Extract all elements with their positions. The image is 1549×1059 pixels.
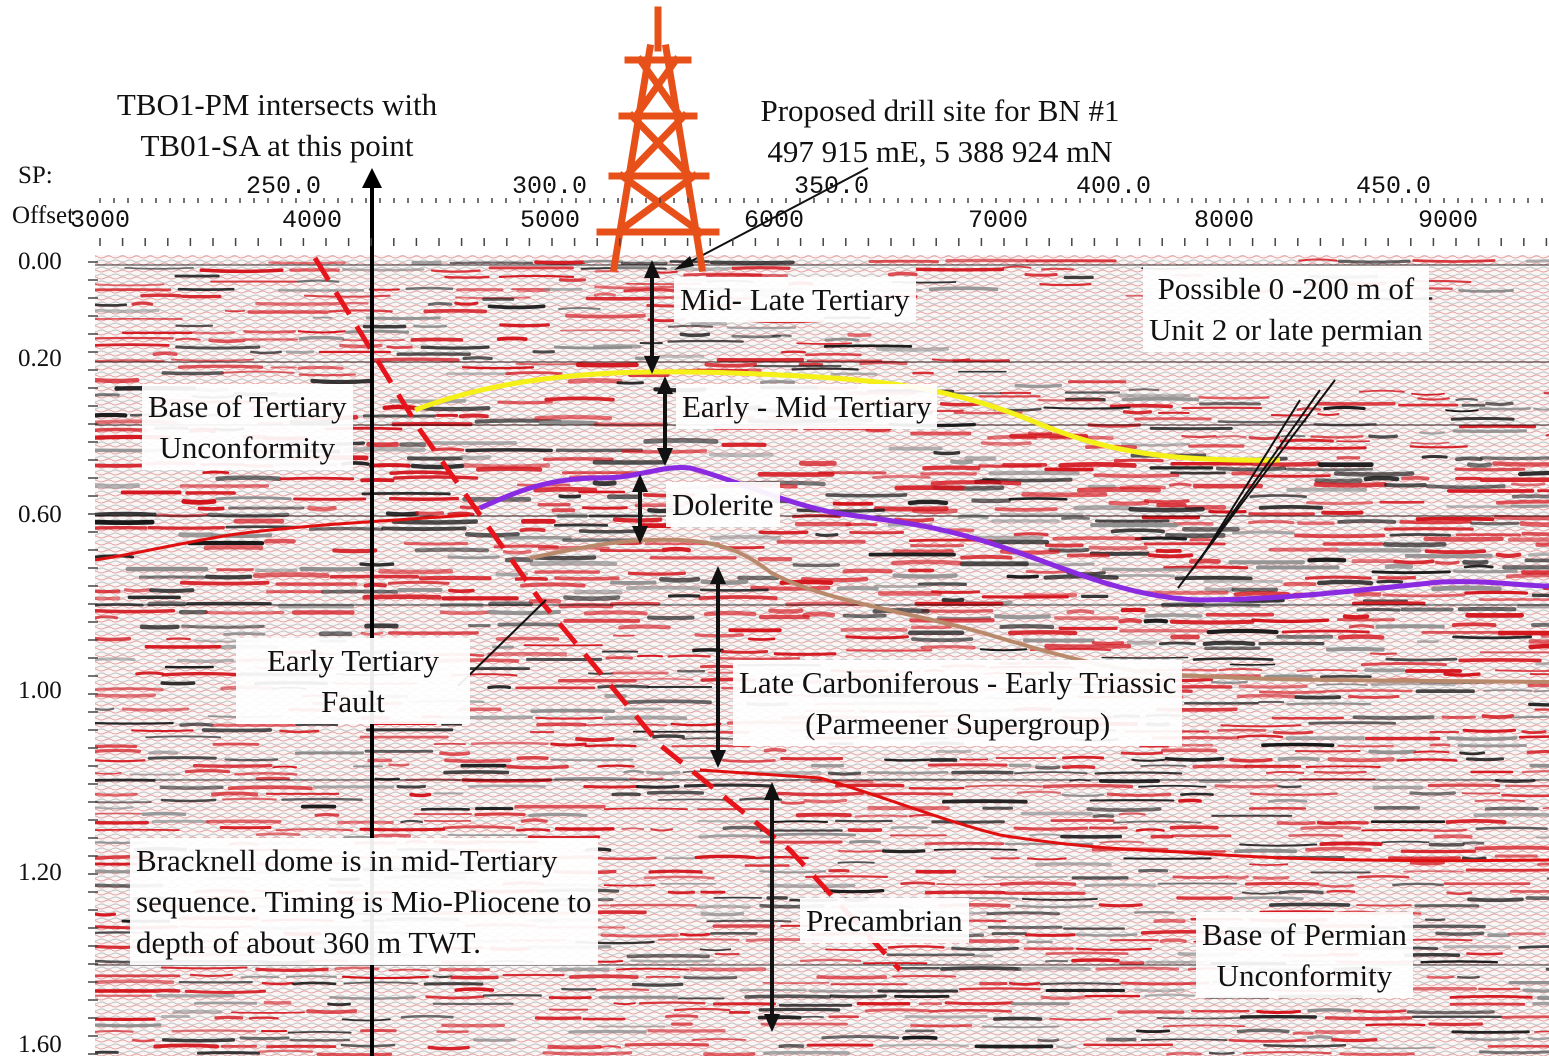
offset-tick-label: 5000 [520,206,581,235]
horizon-base-tertiary [95,513,471,562]
horizon-purple [478,465,1549,603]
time-tick-label: 0.20 [18,345,62,372]
horizon-base-permian [699,768,1549,863]
label-early-tertiary-fault: Early Tertiary Fault [236,638,470,724]
label-base-permian: Base of Permian Unconformity [1196,912,1413,998]
time-tick-label: 0.00 [18,248,62,275]
time-tick-label: 1.00 [18,677,62,704]
sp-tick-label: 450.0 [1356,172,1432,201]
time-tick-label: 0.60 [18,501,62,528]
sp-tick-label: 300.0 [512,172,588,201]
sp-tick-label: 350.0 [794,172,870,201]
label-early-mid-tertiary: Early - Mid Tertiary [676,384,938,429]
sp-axis-label: SP: [18,162,53,189]
horizon-brown [529,537,1549,684]
early-tertiary-fault [312,256,902,972]
two-way-arrows [632,260,780,1032]
label-bracknell: Bracknell dome is in mid-Tertiary sequenc… [130,838,598,965]
offset-tick-label: 3000 [70,206,131,235]
time-tick-label: 1.20 [18,859,62,886]
offset-axis-label: Offset [12,202,75,229]
offset-tick-label: 9000 [1418,206,1479,235]
label-possible-unit2: Possible 0 -200 m of Unit 2 or late permi… [1143,266,1429,352]
offset-tick-label: 8000 [1194,206,1255,235]
drilling-derrick-icon [596,6,720,273]
label-dolerite: Dolerite [666,482,780,527]
offset-tick-label: 7000 [968,206,1029,235]
sp-tick-label: 400.0 [1076,172,1152,201]
time-tick-label: 1.60 [18,1031,62,1058]
offset-tick-label: 4000 [282,206,343,235]
label-drill-site: Proposed drill site for BN #1 497 915 mE,… [760,93,1120,169]
sp-tick-label: 250.0 [246,172,322,201]
label-base-tertiary: Base of Tertiary Unconformity [142,384,353,470]
offset-tick-label: 6000 [744,206,805,235]
intersection-arrowhead [362,168,382,188]
label-late-carboniferous: Late Carboniferous - Early Triassic (Parm… [733,660,1183,746]
pointer-lines [457,167,1336,687]
label-intersect: TBO1-PM intersects with TB01-SA at this p… [116,87,438,163]
label-precambrian: Precambrian [800,898,969,943]
label-mid-late-tertiary: Mid- Late Tertiary [674,277,916,322]
